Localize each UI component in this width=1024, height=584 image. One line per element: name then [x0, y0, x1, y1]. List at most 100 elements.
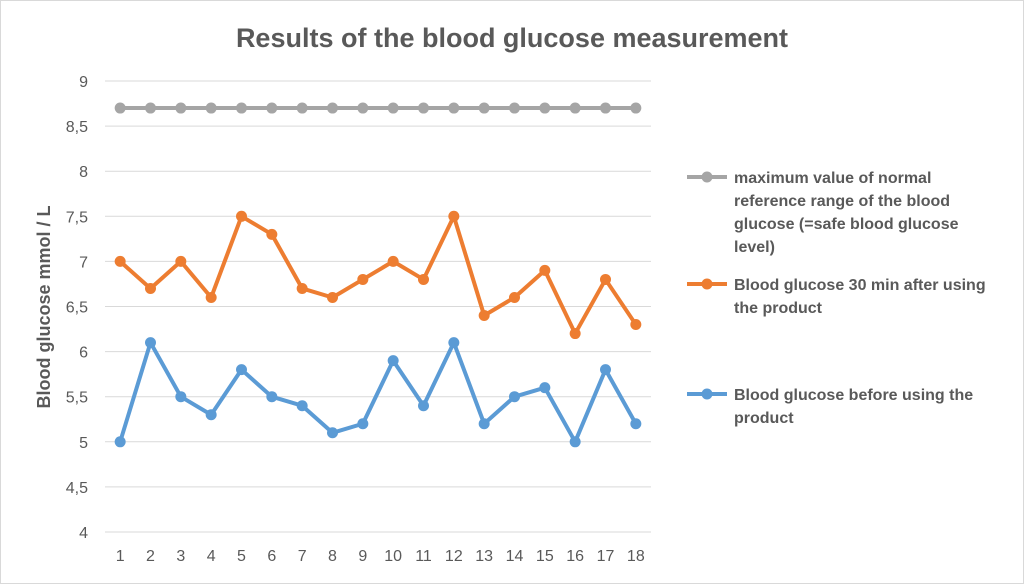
- data-point: [205, 291, 217, 303]
- x-tick-label: 17: [597, 548, 615, 565]
- legend-label: maximum value of normal: [734, 170, 931, 187]
- data-point: [448, 102, 460, 114]
- legend-label: glucose (=safe blood glucose: [734, 216, 959, 233]
- x-tick-label: 3: [176, 548, 185, 565]
- data-point: [630, 102, 642, 114]
- data-point: [387, 355, 399, 367]
- series-1: [114, 102, 642, 114]
- data-point: [600, 273, 611, 285]
- series-line: [118, 340, 638, 444]
- data-point: [327, 102, 338, 114]
- series-lines: [114, 102, 642, 448]
- data-point: [539, 102, 551, 114]
- x-tick-label: 10: [384, 548, 402, 565]
- data-point: [114, 436, 126, 448]
- data-point: [630, 319, 642, 331]
- y-tick-label: 8,5: [66, 119, 88, 136]
- data-point: [145, 282, 156, 294]
- data-point: [175, 102, 187, 114]
- y-tick-label: 5,5: [66, 390, 88, 407]
- y-tick-label: 9: [79, 74, 88, 91]
- legend-label: the product: [734, 300, 823, 317]
- y-tick-labels: 4 4,5 5 5,5 6 6,5 7 7,5 8 8,5 9: [66, 74, 88, 542]
- data-point: [630, 418, 642, 430]
- legend: maximum value of normal reference range o…: [687, 170, 986, 427]
- x-tick-label: 11: [415, 548, 432, 565]
- legend-label: Blood glucose 30 min after using: [734, 277, 986, 294]
- data-point: [205, 409, 217, 421]
- data-point: [236, 364, 247, 376]
- data-point: [266, 391, 278, 403]
- chart-title: Results of the blood glucose measurement: [236, 23, 788, 53]
- data-point: [448, 210, 460, 222]
- data-point: [387, 102, 399, 114]
- data-point: [478, 310, 490, 322]
- gridlines: [105, 80, 651, 533]
- x-tick-label: 13: [475, 548, 493, 565]
- x-tick-label: 7: [298, 548, 307, 565]
- series-2: [114, 210, 642, 340]
- data-point: [145, 337, 156, 349]
- y-tick-label: 7,5: [66, 209, 88, 226]
- data-point: [478, 418, 490, 430]
- data-point: [509, 391, 520, 403]
- data-point: [387, 255, 399, 267]
- legend-entry: Blood glucose before using the product: [687, 387, 973, 427]
- y-tick-label: 5: [79, 435, 88, 452]
- x-tick-label: 18: [627, 548, 645, 565]
- data-point: [145, 102, 156, 114]
- x-tick-label: 8: [328, 548, 337, 565]
- data-point: [357, 102, 369, 114]
- x-tick-label: 15: [536, 548, 554, 565]
- x-tick-label: 16: [566, 548, 584, 565]
- data-point: [448, 337, 460, 349]
- y-tick-label: 4: [79, 525, 88, 542]
- data-point: [539, 264, 551, 276]
- legend-label: level): [734, 239, 775, 256]
- y-axis-label: Blood glucose mmol / L: [34, 205, 54, 408]
- data-point: [175, 391, 187, 403]
- data-point: [327, 291, 338, 303]
- data-point: [296, 400, 308, 412]
- x-tick-labels: 1 2 3 4 5 6 7 8 9 10 11 12 13 14 15 16 17 18: [116, 548, 645, 565]
- legend-label: reference range of the blood: [734, 193, 950, 210]
- data-point: [509, 102, 520, 114]
- data-point: [296, 282, 308, 294]
- data-point: [357, 273, 369, 285]
- y-tick-label: 6,5: [66, 300, 88, 317]
- legend-marker: [701, 171, 713, 183]
- x-tick-label: 9: [358, 548, 367, 565]
- data-point: [418, 273, 429, 285]
- legend-marker: [701, 278, 713, 290]
- x-tick-label: 6: [267, 548, 276, 565]
- data-point: [236, 210, 247, 222]
- y-tick-label: 8: [79, 164, 88, 181]
- data-point: [327, 427, 338, 439]
- series-line: [118, 214, 638, 336]
- data-point: [266, 102, 278, 114]
- data-point: [418, 400, 429, 412]
- data-point: [569, 328, 581, 340]
- y-tick-label: 4,5: [66, 480, 88, 497]
- data-point: [357, 418, 369, 430]
- legend-label: Blood glucose before using the: [734, 387, 973, 404]
- data-point: [600, 364, 611, 376]
- data-point: [266, 228, 278, 240]
- data-point: [114, 255, 126, 267]
- data-point: [296, 102, 308, 114]
- y-tick-label: 7: [79, 254, 88, 271]
- x-tick-label: 12: [445, 548, 463, 565]
- data-point: [236, 102, 247, 114]
- x-tick-label: 1: [116, 548, 125, 565]
- y-tick-label: 6: [79, 345, 88, 362]
- legend-entry: Blood glucose 30 min after using the prod…: [687, 277, 986, 317]
- data-point: [175, 255, 187, 267]
- x-tick-label: 2: [146, 548, 155, 565]
- data-point: [478, 102, 490, 114]
- legend-label: product: [734, 410, 794, 427]
- data-point: [569, 102, 581, 114]
- data-point: [569, 436, 581, 448]
- data-point: [509, 291, 520, 303]
- data-point: [114, 102, 126, 114]
- data-point: [600, 102, 611, 114]
